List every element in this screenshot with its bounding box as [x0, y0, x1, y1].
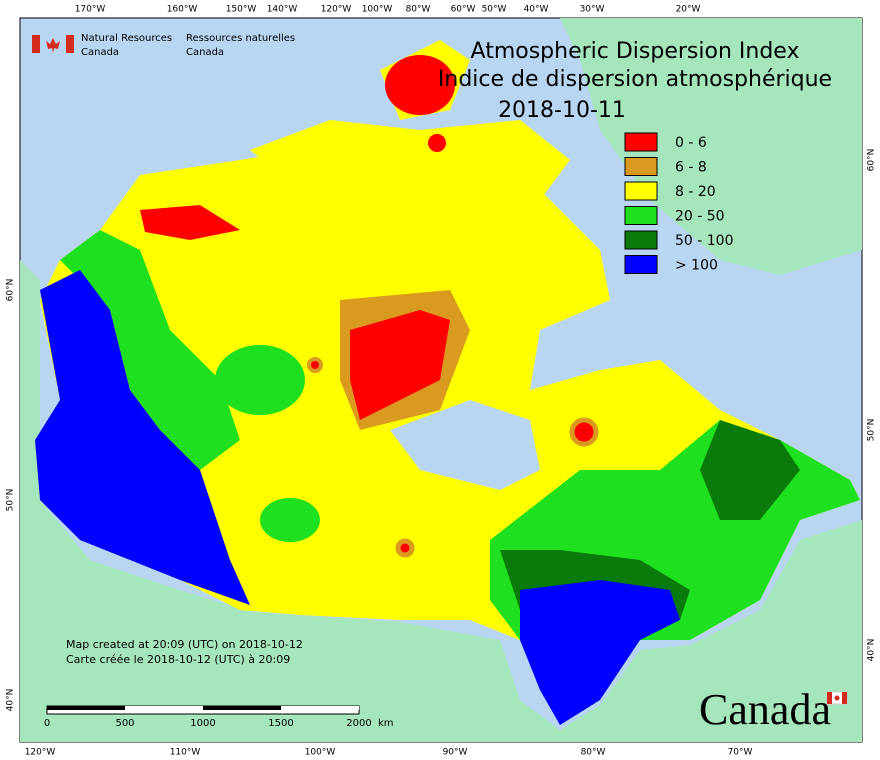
base-map — [20, 18, 862, 742]
org-name: Canada — [81, 47, 119, 58]
region-red — [428, 134, 446, 152]
wordmark-flag — [826, 691, 848, 705]
legend-label: 20 - 50 — [675, 209, 725, 225]
maple-leaf — [46, 38, 60, 53]
flag-bar — [842, 692, 847, 704]
map-note: Map created at 20:09 (UTC) on 2018-10-12 — [66, 638, 303, 651]
map-title: Atmospheric Dispersion Index — [471, 39, 800, 64]
graticule-label: 170°W — [75, 5, 106, 15]
scale-label: 1000 — [190, 718, 215, 729]
legend-swatch — [624, 157, 658, 176]
graticule-label: 120°W — [321, 5, 352, 15]
greenland — [560, 18, 862, 275]
graticule-label: 50°N — [867, 419, 877, 442]
legend-swatch — [624, 230, 658, 250]
graticule-label: 70°W — [728, 748, 753, 758]
legend-label: > 100 — [675, 258, 718, 274]
legend-swatch — [624, 206, 658, 225]
legend-swatch — [624, 255, 658, 274]
flag-bar — [66, 35, 74, 53]
graticule-label: 160°W — [167, 5, 198, 15]
graticule-label: 40°N — [6, 689, 16, 712]
scale-label: 2000 — [346, 718, 371, 729]
region-blue — [520, 580, 680, 725]
legend-label: 50 - 100 — [675, 233, 734, 249]
graticule-label: 150°W — [226, 5, 257, 15]
org-name: Canada — [186, 47, 224, 58]
graticule-label: 60°W — [451, 5, 476, 15]
region-red — [395, 538, 415, 558]
region-green — [215, 345, 305, 415]
scale-label: 0 — [44, 718, 50, 729]
region-blue — [35, 270, 250, 605]
graticule-label: 90°W — [443, 748, 468, 758]
usa — [20, 260, 862, 742]
region-green — [260, 498, 320, 542]
legend-label: 6 - 8 — [675, 160, 707, 176]
graticule-label: 60°N — [867, 149, 877, 172]
legend-label: 0 - 6 — [675, 135, 707, 151]
scale-segment — [203, 706, 281, 710]
graticule-label: 60°N — [6, 279, 16, 302]
scale-label: 1500 — [268, 718, 293, 729]
graticule-label: 110°W — [170, 748, 201, 758]
region-red — [140, 205, 240, 240]
org-name: Natural Resources — [81, 33, 172, 44]
graticule-label: 20°W — [676, 5, 701, 15]
scale-segment — [281, 706, 359, 710]
flag-bar — [32, 35, 40, 53]
graticule-label: 40°W — [524, 5, 549, 15]
legend-swatch — [624, 181, 658, 201]
arctic-islands — [250, 120, 570, 210]
graticule-label: 100°W — [362, 5, 393, 15]
region-green — [60, 230, 240, 470]
hudson-bay — [390, 400, 540, 490]
scale-label: 500 — [115, 718, 134, 729]
graticule-label: 30°W — [580, 5, 605, 15]
graticule-label: 100°W — [305, 748, 336, 758]
scale-unit: km — [378, 718, 394, 729]
graticule-label: 120°W — [25, 748, 56, 758]
maple-leaf — [834, 695, 840, 701]
region-red — [569, 417, 599, 447]
map-note: Carte créée le 2018-10-12 (UTC) à 20:09 — [66, 653, 290, 666]
graticule-label: 50°W — [482, 5, 507, 15]
graticule-label: 140°W — [267, 5, 298, 15]
nrcan-logo — [32, 35, 74, 53]
legend-label: 8 - 20 — [675, 184, 716, 200]
flag-bar — [827, 692, 832, 704]
graticule-label: 80°W — [406, 5, 431, 15]
org-name: Ressources naturelles — [186, 33, 295, 44]
region-red — [350, 310, 450, 420]
graticule-label: 50°N — [6, 489, 16, 512]
legend-swatch — [624, 132, 658, 152]
scale-segment — [47, 706, 125, 710]
map-title: Indice de dispersion atmosphérique — [438, 67, 832, 92]
region-red — [307, 357, 323, 373]
graticule-label: 40°N — [867, 639, 877, 662]
map-date: 2018-10-11 — [498, 98, 626, 123]
region-red — [385, 55, 455, 115]
region-darkgreen — [700, 420, 800, 520]
canada-wordmark: Canada — [699, 685, 831, 734]
scale-segment — [125, 706, 203, 710]
graticule-label: 80°W — [581, 748, 606, 758]
